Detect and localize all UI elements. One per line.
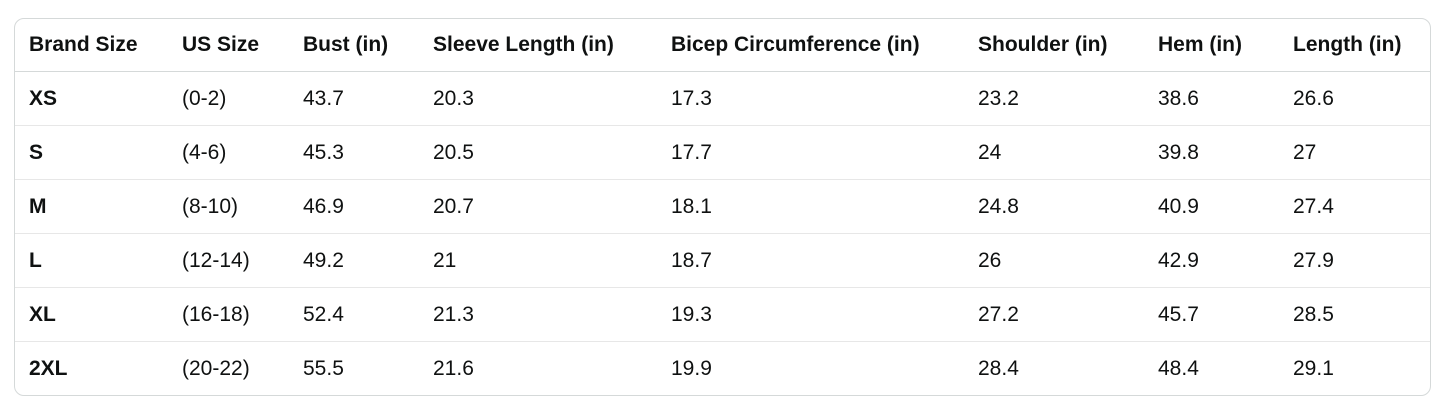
brand-size-cell: XL [15, 286, 168, 341]
sleeve-length-cell: 21.3 [419, 286, 657, 341]
column-header-us-size: US Size [168, 19, 289, 72]
length-cell: 27.9 [1279, 232, 1430, 287]
table-row-l: L (12-14) 49.2 21 18.7 26 42.9 27.9 [15, 232, 1430, 287]
bicep-circumference-cell: 19.9 [657, 340, 964, 395]
column-header-bust: Bust (in) [289, 19, 419, 72]
us-size-cell: (16-18) [168, 286, 289, 341]
shoulder-cell: 28.4 [964, 340, 1144, 395]
hem-cell: 42.9 [1144, 232, 1279, 287]
column-header-shoulder: Shoulder (in) [964, 19, 1144, 72]
shoulder-cell: 23.2 [978, 86, 1019, 110]
bust-cell: 55.5 [289, 340, 419, 395]
sleeve-length-cell: 20.5 [419, 124, 657, 179]
bicep-circumference-cell: 18.7 [657, 232, 964, 287]
table-row-xl: XL (16-18) 52.4 21.3 19.3 27.2 45.7 28.5 [15, 286, 1430, 341]
size-chart-table-container: Brand Size US Size Bust (in) Sleeve Leng… [14, 18, 1431, 396]
length-cell: 26.6 [1293, 86, 1334, 110]
bust-cell: 45.3 [289, 124, 419, 179]
length-cell: 28.5 [1279, 286, 1430, 341]
hem-cell: 39.8 [1144, 124, 1279, 179]
brand-size-cell: S [15, 124, 168, 179]
table-row-m: M (8-10) 46.9 20.7 18.1 24.8 40.9 27.4 [15, 178, 1430, 233]
table-row-2xl: 2XL (20-22) 55.5 21.6 19.9 28.4 48.4 29.… [15, 340, 1430, 395]
column-header-bicep-circumference: Bicep Circumference (in) [657, 19, 964, 72]
sleeve-length-cell: 20.7 [419, 178, 657, 233]
us-size-cell: (12-14) [168, 232, 289, 287]
brand-size-cell: M [15, 178, 168, 233]
bust-cell: 46.9 [289, 178, 419, 233]
us-size-cell: (0-2) [182, 86, 227, 110]
hem-cell: 38.6 [1158, 86, 1199, 110]
shoulder-cell: 26 [964, 232, 1144, 287]
bust-cell: 49.2 [289, 232, 419, 287]
bicep-circumference-cell: 19.3 [657, 286, 964, 341]
length-cell: 27.4 [1279, 178, 1430, 233]
header-row: Brand Size US Size Bust (in) Sleeve Leng… [15, 19, 1430, 72]
us-size-cell: (20-22) [168, 340, 289, 395]
table-row-s: S (4-6) 45.3 20.5 17.7 24 39.8 27 [15, 124, 1430, 179]
sleeve-length-cell: 21.6 [419, 340, 657, 395]
bicep-circumference-cell: 18.1 [657, 178, 964, 233]
column-header-hem: Hem (in) [1144, 19, 1279, 72]
hem-cell: 45.7 [1144, 286, 1279, 341]
bust-cell: 43.7 [303, 86, 344, 110]
shoulder-cell: 24.8 [964, 178, 1144, 233]
column-header-length: Length (in) [1279, 19, 1430, 72]
brand-size-cell: XS [29, 86, 58, 110]
shoulder-cell: 27.2 [964, 286, 1144, 341]
bust-cell: 52.4 [289, 286, 419, 341]
hem-cell: 40.9 [1144, 178, 1279, 233]
length-cell: 27 [1279, 124, 1430, 179]
size-chart-table: Brand Size US Size Bust (in) Sleeve Leng… [15, 19, 1430, 395]
column-header-sleeve-length: Sleeve Length (in) [419, 19, 657, 72]
shoulder-cell: 24 [964, 124, 1144, 179]
column-header-brand-size: Brand Size [15, 19, 168, 72]
sleeve-length-cell: 21 [419, 232, 657, 287]
bicep-circumference-cell: 17.3 [671, 86, 712, 110]
us-size-cell: (8-10) [168, 178, 289, 233]
us-size-cell: (4-6) [168, 124, 289, 179]
bicep-circumference-cell: 17.7 [657, 124, 964, 179]
table-row-xs: XS (0-2) 43.7 20.3 17.3 23.2 38.6 26.6 [15, 71, 1430, 125]
hem-cell: 48.4 [1144, 340, 1279, 395]
brand-size-cell: 2XL [15, 340, 168, 395]
brand-size-cell: L [15, 232, 168, 287]
length-cell: 29.1 [1279, 340, 1430, 395]
sleeve-length-cell: 20.3 [433, 86, 474, 110]
